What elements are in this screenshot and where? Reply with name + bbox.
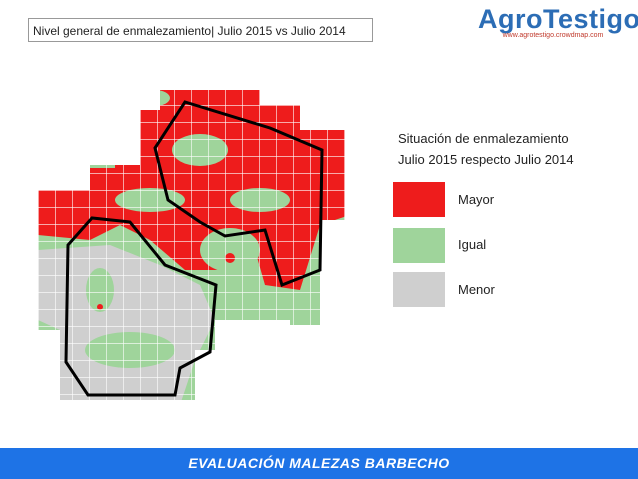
legend-label: Menor — [458, 282, 495, 297]
legend-label: Igual — [458, 237, 487, 252]
map — [38, 90, 345, 400]
footer: EVALUACIÓN MALEZAS BARBECHO — [0, 448, 638, 479]
legend-title-line: Julio 2015 respecto Julio 2014 — [398, 152, 574, 167]
field-outline — [153, 100, 324, 287]
legend-swatch — [393, 182, 445, 217]
logo: AgroTestigo www.agrotestigo.crowdmap.com — [478, 4, 638, 39]
legend-swatch — [393, 272, 445, 307]
slide-title: Nivel general de enmalezamiento| Julio 2… — [28, 18, 373, 42]
field-outline — [64, 216, 218, 397]
legend-label: Mayor — [458, 192, 495, 207]
logo-name: AgroTestigo — [478, 4, 638, 34]
legend-title-line: Situación de enmalezamiento — [398, 131, 569, 146]
legend-title: Situación de enmalezamiento Julio 2015 r… — [398, 128, 574, 170]
legend-swatch — [393, 228, 445, 263]
logo-url: www.agrotestigo.crowdmap.com — [502, 32, 604, 39]
